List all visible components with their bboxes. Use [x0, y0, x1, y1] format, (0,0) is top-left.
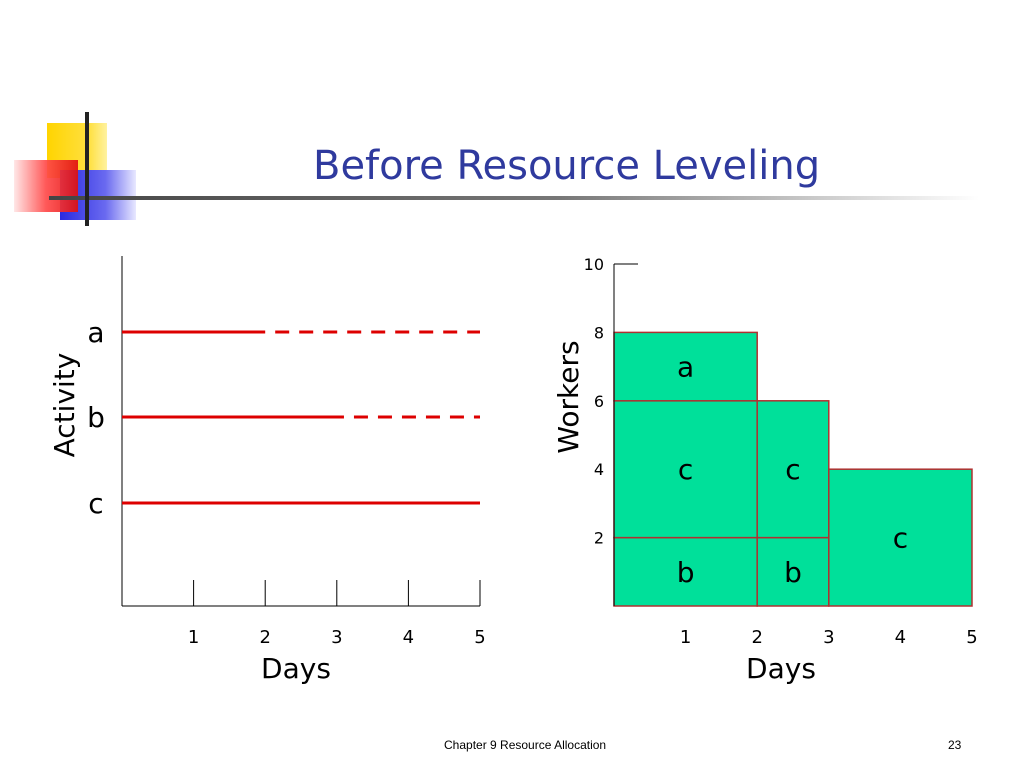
logo-vertical-line: [85, 112, 89, 226]
histogram-block-label: c: [893, 522, 908, 555]
gantt-x-tick-label: 4: [403, 627, 414, 648]
histogram-block: [613, 331, 758, 402]
histogram-y-tick-label: 8: [594, 323, 604, 342]
histogram-block-label: c: [785, 453, 800, 486]
histogram-y-tick-label: 10: [584, 255, 604, 274]
histogram-block: [756, 536, 830, 607]
gantt-x-tick-label: 5: [474, 627, 485, 648]
histogram-block-label: c: [678, 453, 693, 486]
gantt-activity-label: b: [87, 401, 105, 434]
histogram-block-label: a: [677, 351, 694, 384]
histogram-block-label: b: [784, 556, 802, 589]
gantt-y-axis-label: Activity: [48, 353, 81, 458]
histogram-block: [828, 468, 973, 607]
histogram-block-label: b: [677, 556, 695, 589]
gantt-activity-label: c: [88, 487, 103, 520]
logo-horizontal-line: [49, 196, 979, 200]
footer-page-number: 23: [948, 738, 962, 752]
histogram-x-tick-label: 3: [823, 627, 834, 648]
histogram-y-axis-label: Workers: [552, 340, 585, 453]
histogram-x-axis-label: Days: [746, 652, 816, 685]
gantt-activity-label: a: [87, 316, 104, 349]
logo-red-square: [14, 160, 78, 212]
gantt-x-tick-label: 1: [188, 627, 199, 648]
histogram-y-tick-label: 4: [594, 460, 604, 479]
gantt-x-axis-label: Days: [261, 652, 331, 685]
footer-chapter: Chapter 9 Resource Allocation: [444, 738, 607, 752]
histogram-y-tick-label: 6: [594, 392, 604, 411]
histogram-x-tick-label: 1: [680, 627, 691, 648]
histogram-x-tick-label: 2: [751, 627, 762, 648]
histogram-x-tick-label: 5: [966, 627, 977, 648]
histogram-block: [613, 536, 758, 607]
histogram-block: [613, 400, 758, 539]
slide-logo: [14, 112, 979, 226]
histogram-block: [756, 400, 830, 539]
gantt-x-tick-label: 3: [331, 627, 342, 648]
histogram-x-tick-label: 4: [895, 627, 906, 648]
histogram-y-tick-label: 2: [594, 529, 604, 548]
gantt-x-tick-label: 2: [259, 627, 270, 648]
slide-title: Before Resource Leveling: [313, 143, 821, 189]
